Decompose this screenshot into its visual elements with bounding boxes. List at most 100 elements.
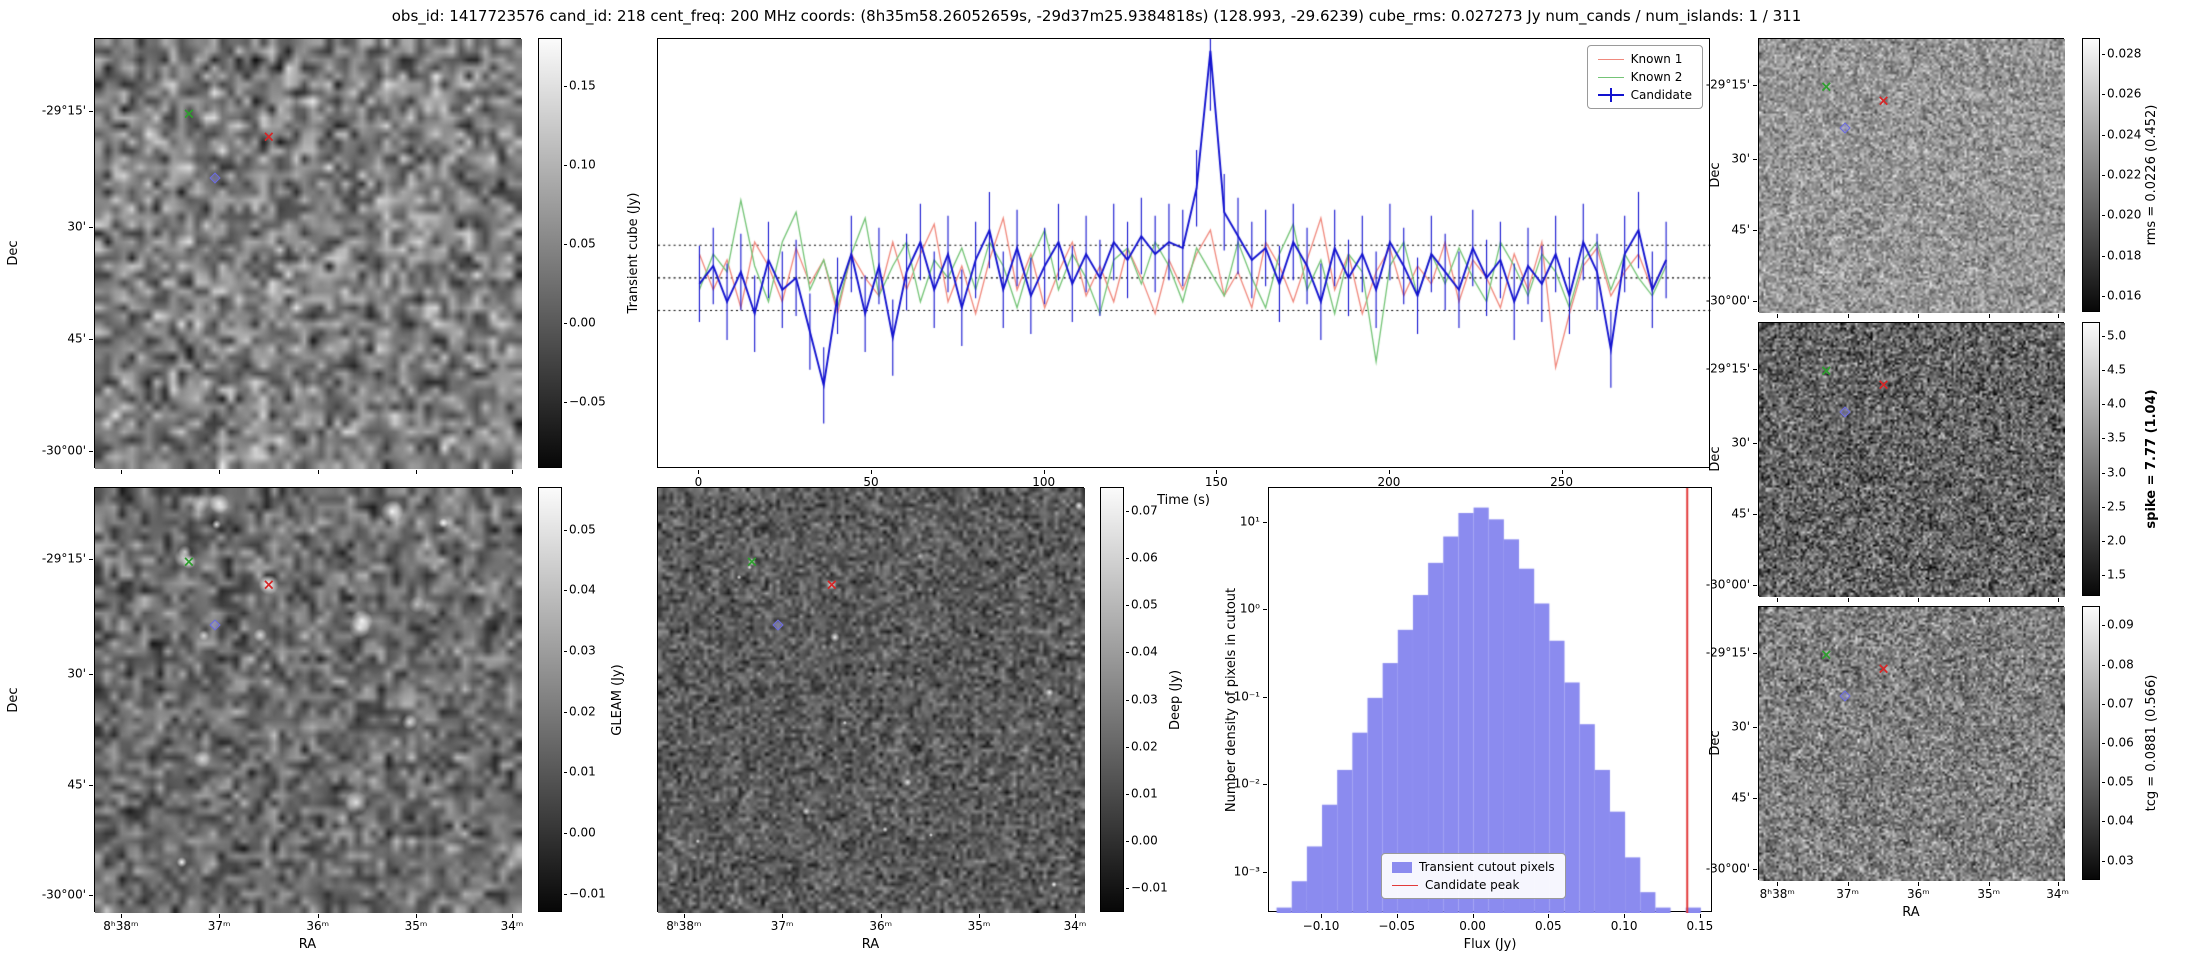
histogram-panel: Transient cutout pixels Candidate peak: [1268, 487, 1713, 913]
tick-mark: [317, 914, 319, 918]
tick-mark: [978, 914, 980, 918]
dec-tick-label: 30': [1731, 150, 1750, 165]
tick-mark: [564, 772, 567, 774]
tick-mark: [1561, 470, 1563, 474]
tick-mark: [1263, 784, 1267, 786]
colorbar-tick-label: 0.026: [2107, 86, 2142, 101]
dec-axis-label: Dec: [1707, 162, 1723, 188]
density-tick-label: 10⁻²: [1233, 776, 1260, 791]
ra-tick-label: 35ᵐ: [404, 919, 428, 933]
known-source-red-marker: ×: [1877, 375, 1890, 394]
dec-axis-label: Dec: [5, 240, 21, 266]
colorbar-tick-label: −0.01: [569, 886, 606, 901]
dec-tick-label: 30': [1731, 718, 1750, 733]
tick-mark: [219, 914, 221, 918]
lightcurve-y-axis-label: Transient cube (Jy): [625, 192, 641, 314]
tick-mark: [1753, 726, 1757, 728]
flux-tick-label: 0.00: [1459, 919, 1486, 933]
tick-mark: [1777, 598, 1779, 602]
ra-tick-label: 8ʰ38ᵐ: [1759, 887, 1795, 901]
tick-mark: [1472, 914, 1474, 918]
ra-axis-label: RA: [861, 937, 880, 952]
dec-tick-label: 45': [67, 331, 86, 346]
dec-axis-label: Dec: [5, 686, 21, 713]
ra-tick-label: 35ᵐ: [967, 919, 991, 933]
spike-cutout-panel: × ×: [1758, 322, 2065, 597]
deep-colorbar-label: Deep (Jy): [1167, 669, 1183, 730]
tcg-cutout-panel: × ×: [1758, 606, 2065, 881]
tick-mark: [564, 243, 567, 245]
tick-mark: [2102, 175, 2105, 176]
tick-mark: [2102, 94, 2105, 96]
known-source-red-marker: ×: [1877, 659, 1890, 678]
histogram-canvas: [1269, 488, 1713, 913]
colorbar-tick-label: 0.020: [2107, 207, 2142, 222]
colorbar-tick-label: 0.03: [2107, 852, 2134, 867]
colorbar-tick-label: 0.04: [569, 582, 596, 597]
legend-entry: Transient cutout pixels: [1392, 860, 1555, 874]
legend-label: Candidate: [1630, 88, 1692, 102]
tick-mark: [2102, 255, 2105, 257]
dec-tick-label: 30': [67, 666, 86, 681]
colorbar-tick-label: 0.03: [1131, 691, 1158, 706]
legend-line-sample: [1597, 76, 1624, 78]
tick-mark: [1753, 797, 1757, 799]
tick-mark: [871, 470, 873, 474]
ra-tick-label: 36ᵐ: [869, 919, 893, 933]
colorbar-tick-label: 0.08: [2107, 657, 2134, 672]
tick-mark: [2102, 295, 2105, 297]
ra-tick-label: 37ᵐ: [770, 919, 794, 933]
colorbar-tick-label: 0.03: [569, 643, 596, 658]
tick-mark: [2102, 472, 2105, 474]
known-source-green-marker: ×: [745, 552, 759, 571]
tick-mark: [512, 470, 514, 474]
flux-tick-label: −0.05: [1378, 919, 1416, 933]
tick-mark: [564, 651, 567, 653]
tick-mark: [2102, 438, 2105, 440]
lightcurve-panel: Known 1 Known 2 Candidate: [657, 38, 1711, 469]
tick-mark: [1043, 470, 1045, 474]
tick-mark: [2102, 369, 2105, 371]
dec-tick-label: -30°00': [1705, 861, 1750, 876]
histogram-legend: Transient cutout pixels Candidate peak: [1381, 853, 1566, 899]
tick-mark: [1126, 746, 1129, 748]
tick-mark: [1777, 314, 1779, 318]
lightcurve-canvas: [658, 39, 1711, 469]
deep-colorbar: [1100, 487, 1124, 912]
legend-label: Known 2: [1630, 70, 1683, 84]
known-source-green-marker: ×: [1820, 361, 1833, 380]
tick-mark: [1126, 841, 1129, 843]
colorbar-tick-label: 0.022: [2107, 167, 2142, 182]
tick-mark: [1753, 158, 1757, 160]
time-tick-label: 0: [694, 475, 703, 489]
tick-mark: [89, 559, 93, 561]
tick-mark: [317, 470, 319, 474]
legend-label: Known 1: [1630, 52, 1683, 66]
time-tick-label: 200: [1377, 475, 1401, 489]
tick-mark: [120, 470, 122, 474]
tick-mark: [2102, 335, 2105, 337]
tick-mark: [1216, 470, 1218, 474]
tick-mark: [219, 470, 221, 474]
tick-mark: [1918, 314, 1920, 318]
spike-cutout-image: [1759, 323, 2065, 597]
tick-mark: [1126, 793, 1129, 795]
ra-tick-label: 34ᵐ: [500, 919, 524, 933]
deep-cutout-panel: × ×: [657, 487, 1085, 913]
legend-label: Transient cutout pixels: [1419, 860, 1555, 874]
time-tick-label: 250: [1550, 475, 1573, 489]
colorbar-tick-label: 3.0: [2107, 465, 2127, 480]
tick-mark: [2102, 664, 2105, 666]
rms-colorbar-label: rms = 0.0226 (0.452): [2143, 104, 2159, 246]
tick-mark: [1847, 598, 1849, 602]
tick-mark: [1126, 652, 1129, 654]
rms-cutout-panel: × ×: [1758, 38, 2065, 313]
tick-mark: [1753, 368, 1757, 370]
transient-cutout-image: [95, 39, 522, 469]
tick-mark: [564, 711, 567, 713]
tick-mark: [1918, 882, 1920, 886]
lightcurve-legend: Known 1 Known 2 Candidate: [1586, 45, 1703, 109]
tick-mark: [1126, 510, 1129, 512]
rms-colorbar: [2082, 38, 2100, 312]
